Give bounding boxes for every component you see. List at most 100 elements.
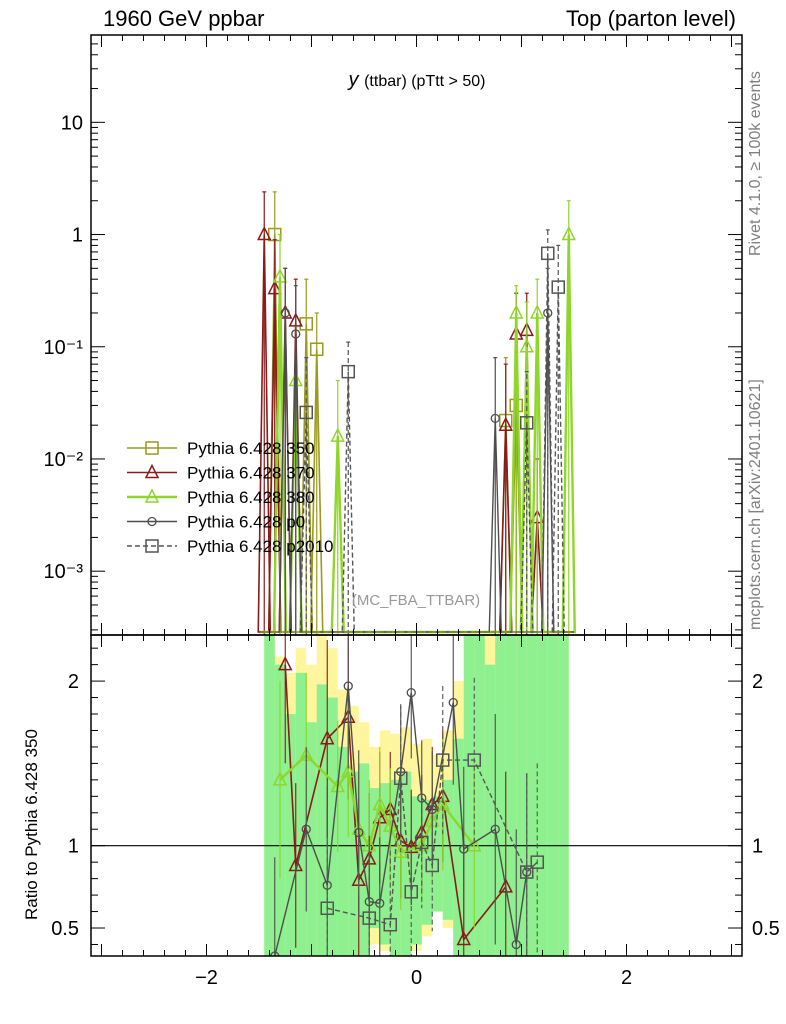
green-band-bin-4 (306, 722, 317, 956)
green-band-bin-3 (295, 672, 307, 956)
ratio-point-4-5 (415, 835, 429, 850)
axes-group: −2 0 2 10⁻³ 10⁻² 10⁻¹ 1 10 0.5 0.5 1 1 2 2 (44, 34, 780, 989)
green-band-bin-0 (264, 635, 275, 956)
x-tick-label-2: 2 (621, 967, 632, 989)
green-band-bin-19 (463, 635, 475, 956)
ratio-point-4-9 (520, 865, 534, 879)
green-band-bin-16 (432, 796, 443, 912)
ratio-point-2-3 (341, 762, 356, 778)
ratio-point-3-11 (448, 697, 458, 708)
main-point-1-0 (257, 225, 272, 241)
green-band-bin-5 (316, 684, 328, 956)
legend-item-2: Pythia 6.428 380 (127, 488, 315, 507)
legend-marker-3 (147, 516, 157, 527)
ratio-y-tick-label-0: 0.5 (51, 918, 79, 940)
main-point-4-0 (299, 405, 313, 420)
ratio-y-tick-label-2: 2 (68, 671, 79, 693)
main-point-2-2 (330, 427, 345, 442)
main-point-4-3 (541, 246, 555, 261)
green-band-bin-13 (400, 771, 412, 956)
legend-label-4: Pythia 6.428 p2010 (187, 537, 334, 556)
main-y-tick-label-4: 10 (61, 112, 83, 134)
ratio-point-3-14 (511, 939, 521, 950)
ratio-point-2-7 (383, 817, 398, 832)
main-point-2-5 (530, 304, 545, 319)
ratio-point-3-4 (354, 827, 364, 838)
main-point-0-2 (310, 342, 324, 357)
green-band-bin-7 (337, 746, 349, 956)
plot-title: y (ttbar) (pTtt > 50) (347, 69, 486, 91)
ratio-line-3 (274, 685, 528, 956)
process-label: Top (parton level) (566, 6, 736, 31)
ratio-point-4-3 (394, 771, 408, 785)
analysis-tag: (MC_FBA_TTBAR) (352, 592, 480, 609)
legend-marker-0 (145, 441, 159, 455)
ratio-point-2-0 (272, 771, 288, 786)
ratio-point-3-12 (459, 844, 469, 854)
green-band-bin-10 (369, 788, 380, 929)
legend-item-4: Pythia 6.428 p2010 (127, 537, 334, 556)
ratio-y-tick-label-right-0: 0.5 (752, 918, 780, 940)
ratio-point-1-0 (278, 655, 293, 671)
ratio-y-tick-label-1: 1 (68, 836, 79, 858)
ratio-point-4-7 (436, 753, 450, 767)
ratio-point-2-6 (372, 795, 387, 811)
main-point-3-1 (291, 329, 301, 339)
main-point-4-1 (341, 364, 355, 379)
green-band-bin-25 (526, 635, 538, 956)
ratio-point-3-0 (270, 951, 280, 956)
main-point-3-3 (543, 308, 553, 318)
ratio-point-3-6 (375, 898, 385, 908)
main-point-1-1 (267, 279, 282, 295)
main-series-group (257, 191, 576, 635)
ratio-point-3-15 (522, 867, 532, 877)
ratio-uncertainty-bands (91, 635, 742, 956)
ratio-point-4-1 (362, 911, 376, 925)
ratio-point-3-3 (343, 681, 353, 691)
legend-label-1: Pythia 6.428 370 (187, 464, 315, 483)
ratio-point-4-6 (425, 858, 439, 873)
main-point-3-2 (490, 413, 500, 424)
ratio-point-3-10 (427, 804, 437, 815)
legend-label-2: Pythia 6.428 380 (187, 488, 315, 507)
green-band-bin-11 (379, 783, 391, 945)
green-band-bin-20 (474, 635, 485, 956)
main-series-4 (259, 229, 574, 635)
legend-label-3: Pythia 6.428 p0 (187, 513, 305, 532)
green-band-bin-18 (453, 738, 464, 956)
main-point-2-3 (509, 304, 524, 319)
main-point-4-4 (551, 280, 565, 294)
legend-label-0: Pythia 6.428 350 (187, 439, 315, 458)
green-band-bin-8 (348, 771, 359, 956)
main-point-4-2 (520, 416, 534, 430)
ratio-point-3-5 (364, 897, 374, 907)
green-band-bin-21 (484, 664, 496, 956)
main-point-2-4 (519, 338, 534, 353)
green-band-bin-2 (285, 714, 296, 956)
collision-label: 1960 GeV ppbar (103, 6, 265, 31)
green-band-bin-17 (442, 779, 454, 920)
chart-labels-group: y (ttbar) (pTtt > 50) (MC_FBA_TTBAR) (347, 69, 486, 609)
legend-marker-4 (145, 539, 159, 553)
x-tick-label-1: 0 (411, 967, 422, 989)
ratio-point-2-8 (393, 843, 408, 859)
main-point-1-4 (498, 416, 513, 431)
ratio-point-1-13 (456, 930, 471, 946)
ratio-point-3-2 (322, 880, 332, 890)
ratio-point-4-10 (530, 855, 544, 869)
ratio-series-4 (320, 677, 544, 956)
main-point-2-6 (561, 225, 576, 241)
legend-item-1: Pythia 6.428 370 (127, 464, 315, 483)
legend-item-0: Pythia 6.428 350 (127, 439, 315, 458)
green-band-bin-27 (547, 635, 559, 956)
ratio-y-tick-label-right-2: 2 (752, 671, 763, 693)
green-band-bin-24 (516, 635, 527, 956)
green-band-bin-22 (495, 635, 506, 956)
legend-marker-2 (144, 488, 160, 503)
main-y-tick-label-1: 10⁻² (44, 449, 84, 471)
ratio-point-4-8 (467, 753, 481, 767)
green-band-bin-28 (558, 635, 569, 956)
main-point-3-0 (280, 308, 290, 318)
ratio-point-3-13 (490, 824, 500, 834)
